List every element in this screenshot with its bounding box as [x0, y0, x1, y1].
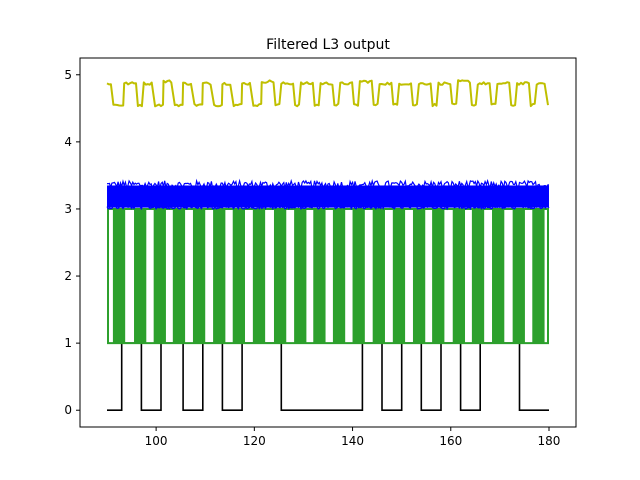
x-tick-label: 160	[439, 434, 462, 448]
green-pulse	[471, 208, 485, 344]
y-tick-label: 2	[64, 269, 72, 283]
y-tick-label: 3	[64, 202, 72, 216]
x-tick-label: 140	[341, 434, 364, 448]
green-pulse	[172, 208, 186, 344]
green-pulse	[153, 208, 166, 344]
blue-band	[107, 185, 549, 208]
y-tick-label: 1	[64, 336, 72, 350]
y-tick-label: 5	[64, 68, 72, 82]
green-pulse	[192, 208, 206, 344]
chart-title: Filtered L3 output	[266, 37, 390, 53]
y-axis: 0 1 2 3 4 5	[64, 68, 80, 417]
x-axis: 100 120 140 160 180	[145, 427, 561, 448]
green-pulse	[294, 208, 307, 344]
green-pulse	[112, 208, 126, 344]
series-0-square-wave	[107, 342, 549, 412]
green-pulse	[313, 208, 326, 344]
green-pulse	[332, 208, 346, 344]
green-pulse	[412, 208, 426, 344]
green-pulse	[232, 208, 246, 344]
green-pulse	[273, 208, 287, 344]
green-pulse	[372, 208, 385, 344]
green-pulse	[532, 208, 545, 344]
green-pulse	[432, 208, 445, 344]
series-3-periodic-plateau	[106, 79, 549, 108]
plot-area	[106, 79, 550, 412]
green-pulse	[492, 208, 505, 344]
green-pulse	[392, 208, 406, 344]
blue-noise-top	[106, 178, 550, 192]
green-pulse	[512, 208, 525, 344]
green-pulse	[352, 208, 365, 344]
green-pulse	[252, 208, 266, 344]
axes-frame	[79, 57, 577, 428]
green-pulse	[213, 208, 226, 344]
y-tick-label: 4	[64, 135, 72, 149]
green-pulse	[134, 208, 147, 344]
y-tick-label: 0	[64, 403, 72, 417]
x-tick-label: 100	[145, 434, 168, 448]
x-tick-label: 180	[538, 434, 561, 448]
series-2-noisy-band	[106, 178, 550, 211]
x-tick-label: 120	[243, 434, 266, 448]
green-pulse	[452, 208, 466, 344]
blue-noise-bottom	[106, 204, 550, 211]
